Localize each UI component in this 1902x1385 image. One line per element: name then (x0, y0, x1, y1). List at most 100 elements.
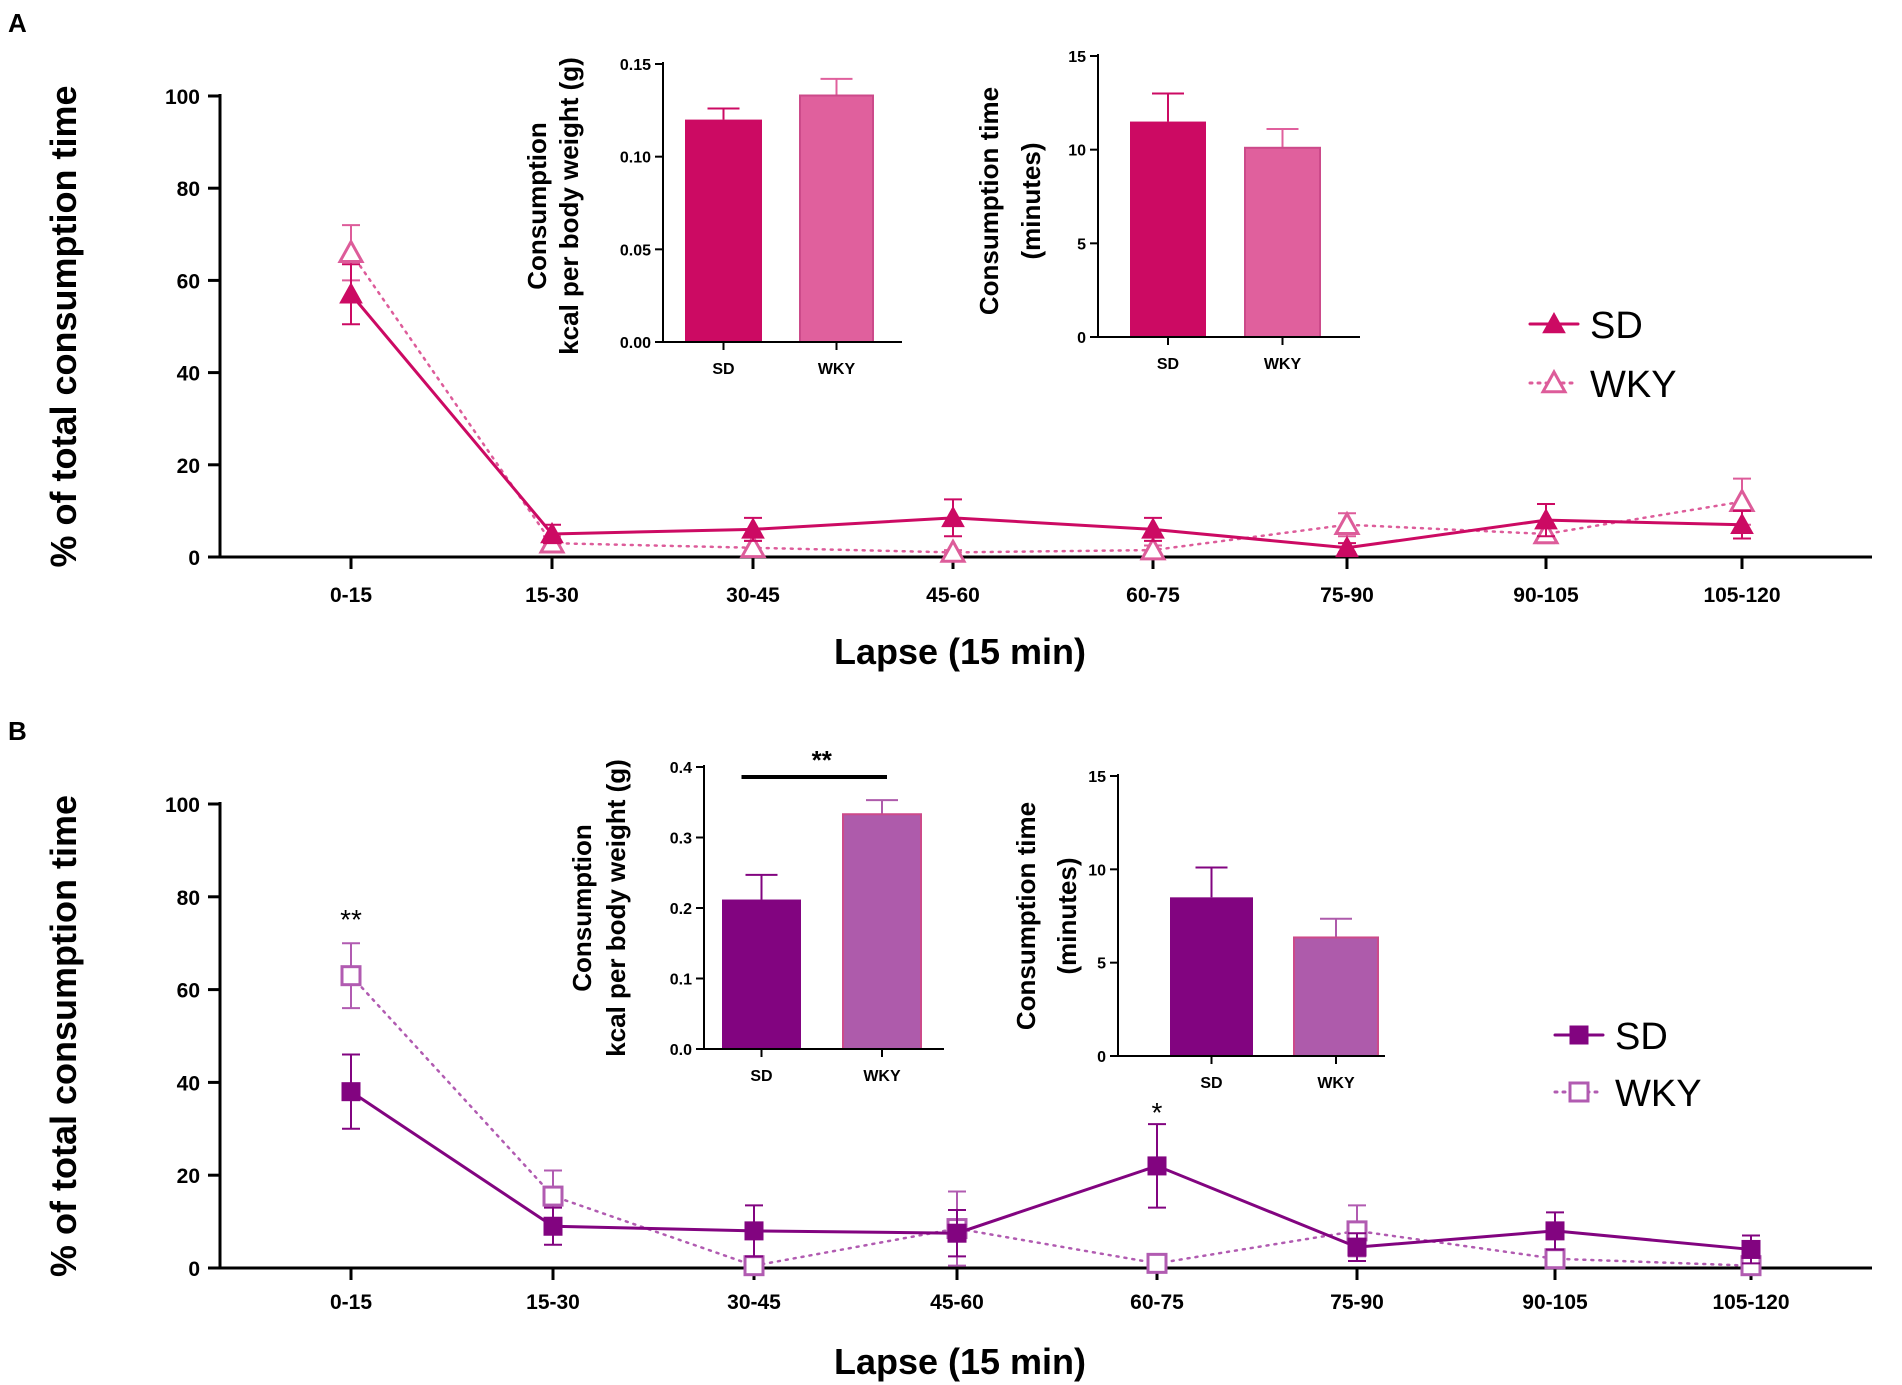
bar-category-label: SD (750, 1068, 772, 1085)
y-tick-label: 0 (188, 547, 200, 570)
y-axis-title: % of total consumption time (43, 86, 84, 568)
inset-kcal: SD WKY 0.00 0.05 0.10 0.15 Consumption kcal per… (522, 57, 902, 378)
bar-category-label: WKY (818, 361, 856, 378)
data-point (540, 521, 564, 544)
x-tick-label: 60-75 (1130, 1291, 1184, 1314)
x-tick-label: 90-105 (1522, 1291, 1588, 1314)
data-point (941, 505, 965, 528)
inset-y-tick-label: 10 (1088, 862, 1106, 879)
data-point (741, 517, 765, 539)
data-point (739, 533, 767, 559)
significance-marker: * (1152, 1097, 1163, 1128)
data-point (743, 1255, 765, 1277)
bar (842, 813, 922, 1050)
bar (1293, 936, 1379, 1058)
inset-y-tick-label: 0.10 (620, 150, 651, 167)
bar (722, 899, 801, 1049)
x-tick-label: 75-90 (1330, 1291, 1384, 1314)
y-tick-label: 0 (188, 1258, 200, 1281)
series-sd (339, 263, 1754, 558)
inset-y-tick-label: 0.2 (670, 901, 692, 918)
legend-label: SD (1590, 305, 1643, 347)
data-point (1335, 535, 1359, 558)
inset-y-tick-label: 0.3 (670, 831, 692, 848)
inset-y-title: kcal per body weight (g) (554, 57, 584, 355)
x-tick-label: 15-30 (525, 584, 579, 607)
legend: SD WKY (1528, 305, 1677, 406)
bar-category-label: WKY (1317, 1075, 1355, 1092)
data-point (1728, 487, 1756, 512)
bar-category-label: WKY (1264, 356, 1302, 373)
legend-marker (1569, 1025, 1589, 1045)
data-point (1545, 1221, 1565, 1241)
bar (685, 119, 762, 342)
inset-y-tick-label: 0 (1077, 330, 1086, 347)
x-tick-label: 0-15 (330, 1291, 372, 1314)
y-tick-label: 40 (177, 363, 200, 386)
y-tick-label: 100 (165, 86, 200, 109)
y-tick-label: 40 (177, 1072, 200, 1095)
inset-y-tick-label: 0.00 (620, 335, 651, 352)
y-tick-label: 100 (165, 794, 200, 817)
bar (1170, 897, 1253, 1056)
inset-y-tick-label: 0.4 (670, 760, 692, 777)
y-tick-label: 80 (177, 887, 200, 910)
data-point (1534, 508, 1558, 530)
inset-y-tick-label: 5 (1077, 236, 1086, 253)
bar-category-label: WKY (863, 1068, 901, 1085)
data-point (1741, 1239, 1761, 1259)
legend-marker (1540, 368, 1568, 394)
bar-category-label: SD (1200, 1075, 1222, 1092)
data-point (543, 1216, 563, 1236)
inset-y-tick-label: 0.1 (670, 972, 692, 989)
inset-kcal: SD WKY 0.0 0.1 0.2 0.3 0.4 Consumption kcal per … (567, 745, 944, 1085)
series-line (349, 292, 1744, 550)
series-line (349, 974, 1753, 1267)
data-point (340, 965, 362, 987)
inset-y-title: Consumption (522, 122, 552, 290)
y-tick-label: 60 (177, 270, 200, 293)
data-point (939, 538, 967, 563)
inset-y-title: (minutes) (1052, 858, 1082, 975)
x-tick-label: 90-105 (1513, 584, 1579, 607)
legend-label: WKY (1615, 1073, 1702, 1115)
data-point (1141, 517, 1165, 539)
y-tick-label: 20 (177, 455, 200, 478)
bar (1130, 121, 1206, 337)
y-tick-label: 80 (177, 178, 200, 201)
data-point (1544, 1248, 1566, 1270)
bar (1244, 146, 1321, 338)
x-tick-label: 45-60 (930, 1291, 984, 1314)
inset-y-title: kcal per body weight (g) (601, 759, 631, 1057)
x-tick-label: 0-15 (330, 584, 372, 607)
data-point (1146, 1252, 1168, 1274)
legend-marker (1568, 1081, 1590, 1103)
x-tick-label: 60-75 (1126, 584, 1180, 607)
data-point (1139, 535, 1167, 561)
data-point (1347, 1237, 1367, 1257)
legend-marker (1542, 311, 1566, 334)
inset-y-title: Consumption time (974, 87, 1004, 315)
series-line (349, 251, 1744, 554)
inset-y-tick-label: 0.05 (620, 242, 651, 259)
inset-y-tick-label: 0.15 (620, 57, 651, 74)
inset-y-tick-label: 0.0 (670, 1042, 692, 1059)
x-tick-label: 30-45 (727, 1291, 781, 1314)
x-tick-label: 45-60 (926, 584, 980, 607)
inset-y-tick-label: 15 (1088, 769, 1106, 786)
data-point (341, 1082, 361, 1102)
legend-label: WKY (1590, 364, 1677, 406)
panel-letter: B (8, 716, 27, 746)
inset-y-tick-label: 15 (1068, 49, 1086, 66)
inset-y-tick-label: 0 (1097, 1049, 1106, 1066)
data-point (1333, 510, 1361, 536)
data-point (744, 1221, 764, 1241)
bar (799, 94, 874, 343)
x-tick-label: 15-30 (526, 1291, 580, 1314)
data-point (947, 1223, 967, 1243)
significance-marker: ** (812, 745, 833, 775)
y-axis-title: % of total consumption time (43, 795, 84, 1277)
series-line (349, 1090, 1753, 1251)
